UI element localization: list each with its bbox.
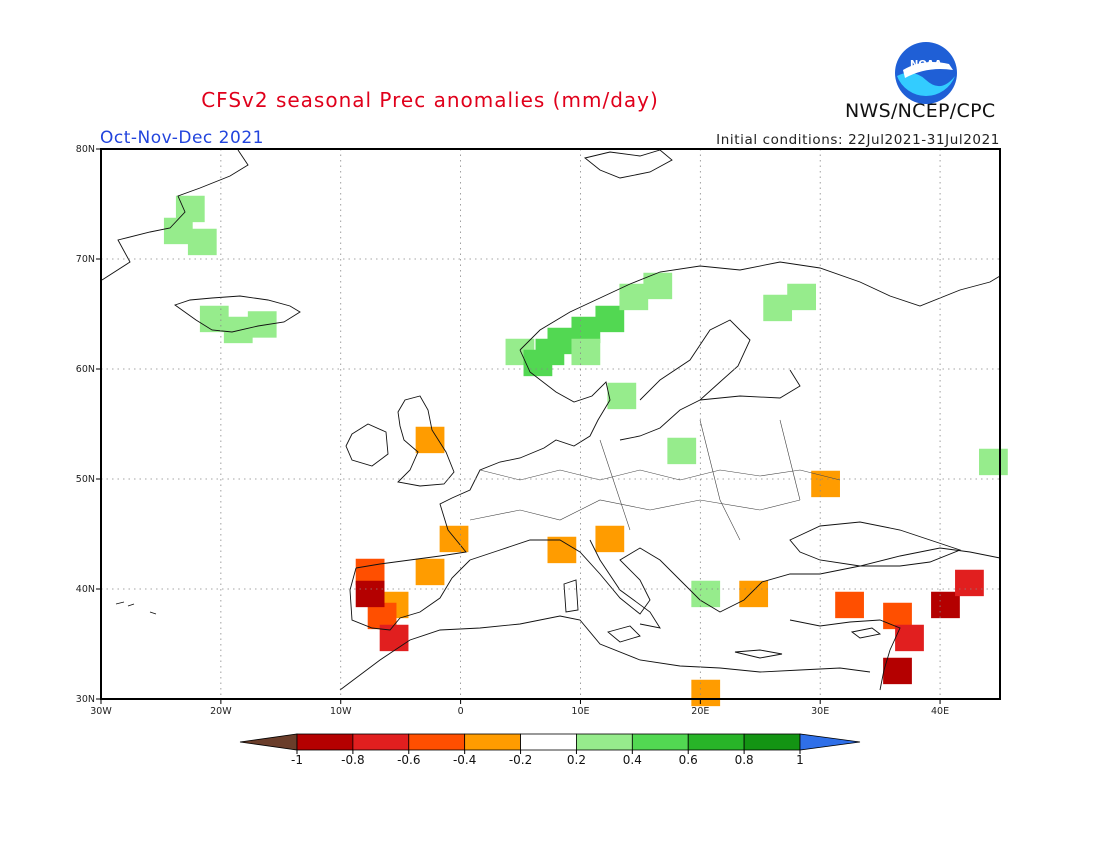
lat-tick-label-2: 50N (76, 474, 95, 485)
logo-text: NOAA (910, 59, 942, 70)
axis-ticks: 30W 20W 10W 0 10E 20E 30E 40E 30N 40N 50N 60N 70N 80N (76, 144, 949, 717)
colorbar-label-2: -0.6 (397, 753, 420, 767)
anomaly-cell-27 (595, 525, 625, 553)
colorbar-segment-3 (464, 733, 521, 751)
initial-conditions-label: Initial conditions: 22Jul2021-31Jul2021 (716, 132, 1000, 148)
colorbar-segment-5 (576, 733, 633, 751)
colorbar-label-8: 0.8 (735, 753, 754, 767)
anomaly-cell-22 (811, 470, 840, 498)
anomaly-cell-15 (763, 294, 793, 322)
lon-tick-label-1: 20W (210, 706, 232, 717)
anomaly-cell-34 (835, 591, 864, 619)
lon-tick-label-7: 40E (931, 706, 949, 717)
lon-tick-label-3: 0 (458, 706, 464, 717)
colorbar-label-3: -0.4 (453, 753, 476, 767)
colorbar-segment-1 (352, 733, 410, 751)
anomaly-cell-2 (187, 228, 217, 256)
colorbar-segment-7 (687, 733, 745, 751)
colorbar-label-6: 0.4 (623, 753, 642, 767)
season-label: Oct-Nov-Dec 2021 (100, 128, 264, 148)
lat-tick-label-0: 30N (76, 694, 95, 705)
lon-tick-label-2: 10W (330, 706, 352, 717)
anomaly-cell-21 (415, 426, 445, 454)
colorbar-legend: -1 -0.8 -0.6 -0.4 -0.2 0.2 0.4 0.6 0.8 1 (239, 733, 861, 767)
lat-tick-label-5: 80N (76, 144, 95, 155)
colorbar-label-5: 0.2 (567, 753, 586, 767)
graticule (101, 149, 1000, 699)
anomaly-cell-32 (379, 624, 409, 652)
colorbar-segment-8 (743, 733, 801, 751)
agency-label: NWS/NCEP/CPC (845, 100, 996, 122)
colorbar-under-arrow (239, 733, 298, 751)
anomaly-cell-18 (667, 437, 697, 465)
anomaly-cell-28 (739, 580, 769, 608)
colorbar-segment-4 (520, 733, 577, 751)
anomaly-cell-33 (355, 580, 385, 608)
lat-tick-label-4: 70N (76, 254, 95, 265)
colorbar-segment-6 (631, 733, 689, 751)
colorbar-label-7: 0.6 (679, 753, 698, 767)
anomaly-cell-14 (571, 338, 601, 366)
lon-tick-label-4: 10E (571, 706, 589, 717)
anomaly-cell-29 (691, 679, 721, 707)
map-frame (100, 148, 1001, 700)
anomaly-cell-39 (955, 569, 984, 597)
anomaly-cell-20 (691, 580, 721, 608)
anomaly-cell-16 (787, 283, 817, 311)
lon-tick-label-5: 20E (691, 706, 709, 717)
anomaly-cell-24 (415, 558, 445, 586)
lat-tick-label-1: 40N (76, 584, 95, 595)
anomaly-cell-17 (607, 382, 637, 410)
anomaly-cell-5 (247, 311, 277, 338)
colorbar-label-0: -1 (291, 753, 303, 767)
colorbar-over-arrow (799, 733, 861, 751)
noaa-logo-icon: NOAA (895, 42, 957, 104)
lon-tick-label-0: 30W (90, 706, 112, 717)
colorbar-label-4: -0.2 (509, 753, 532, 767)
anomaly-cell-19 (979, 448, 1008, 476)
colorbar-label-9: 1 (796, 753, 804, 767)
lat-tick-label-3: 60N (76, 364, 95, 375)
coastlines (101, 149, 1001, 691)
anomaly-cells (163, 195, 1008, 707)
chart-title: CFSv2 seasonal Prec anomalies (mm/day) (201, 88, 659, 112)
anomaly-cell-23 (439, 525, 469, 553)
lon-tick-label-6: 30E (811, 706, 829, 717)
colorbar-segment-0 (296, 733, 354, 751)
anomaly-cell-38 (883, 657, 912, 685)
colorbar-segment-2 (408, 733, 466, 751)
colorbar-label-1: -0.8 (341, 753, 364, 767)
